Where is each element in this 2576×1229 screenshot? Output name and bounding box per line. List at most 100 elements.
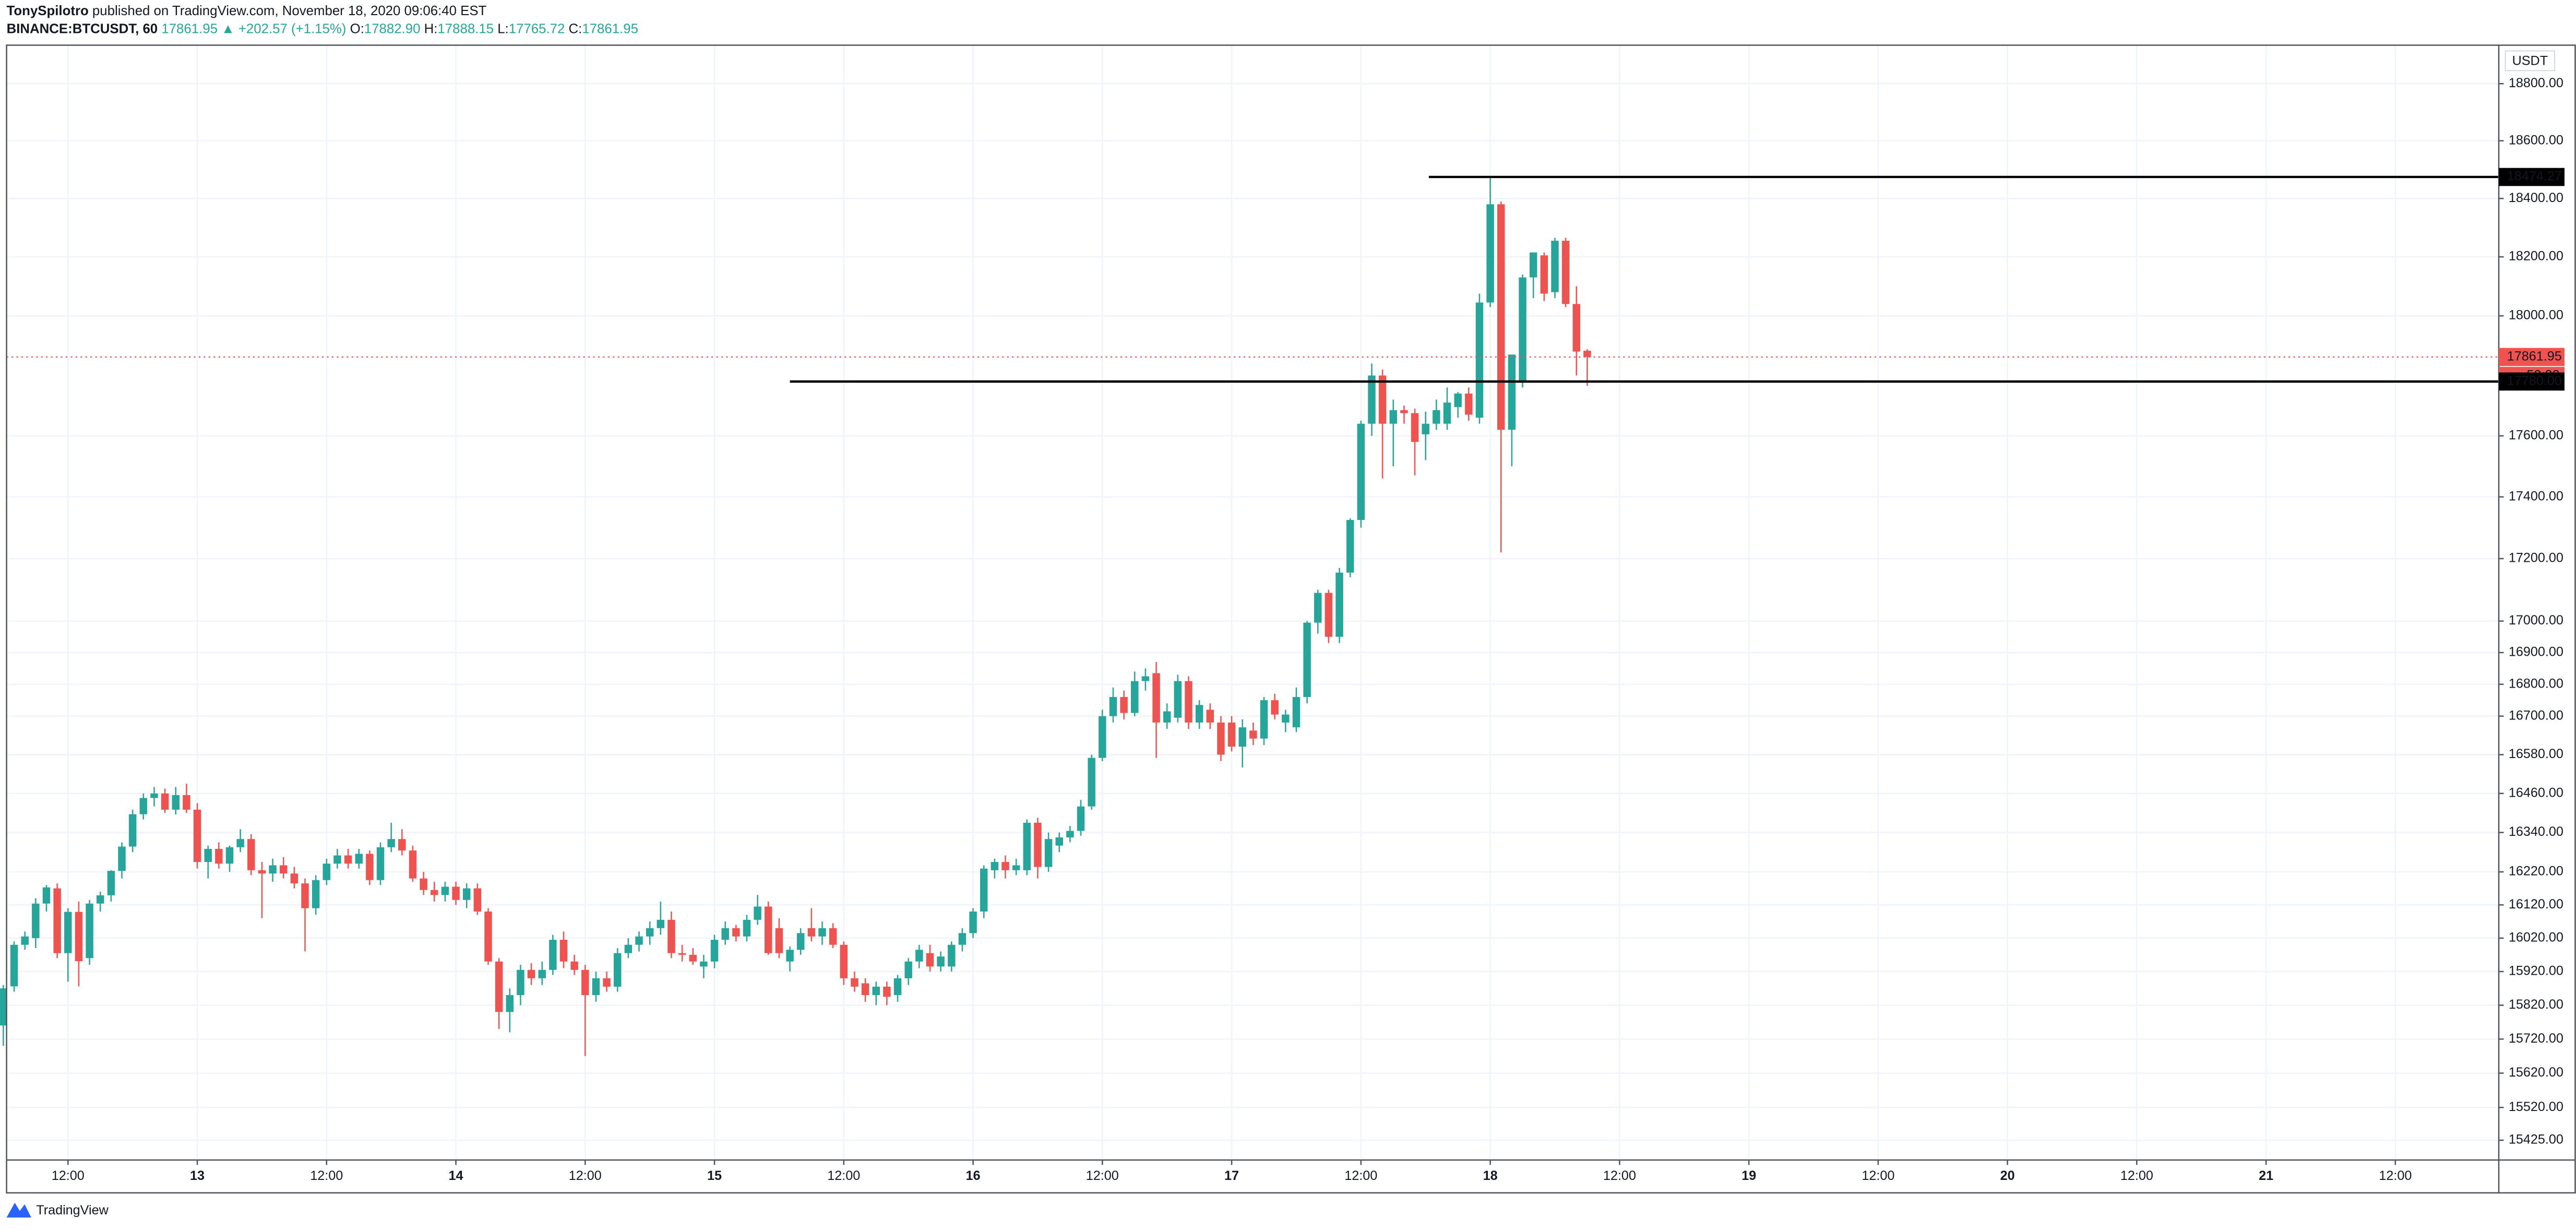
candle-body xyxy=(1152,673,1160,723)
candle-body xyxy=(139,798,148,814)
candle-body xyxy=(441,887,449,895)
ohlc-label: O: xyxy=(350,21,364,36)
candle-body xyxy=(21,936,29,945)
candle-body xyxy=(829,928,837,945)
x-tick-label: 12:00 xyxy=(569,1168,602,1183)
x-tick-label: 18 xyxy=(1483,1168,1498,1183)
candle-body xyxy=(495,961,503,1012)
candle-body xyxy=(1109,696,1117,716)
candle-body xyxy=(1077,806,1085,831)
ohlc-label: H: xyxy=(424,21,438,36)
unit-label: USDT xyxy=(2512,54,2548,68)
candle-body xyxy=(1389,410,1397,424)
header-line-1: TonySpilotro published on TradingView.co… xyxy=(7,4,487,18)
candle-body xyxy=(366,854,374,880)
y-tick-label: 16340.00 xyxy=(2509,824,2563,839)
candle-body xyxy=(258,870,266,874)
candle-body xyxy=(754,906,761,920)
candle-body xyxy=(452,887,460,900)
candle-body xyxy=(765,906,772,953)
candle-body xyxy=(1034,822,1042,867)
ohlc-value: 17882.90 xyxy=(364,21,421,36)
y-tick-label: 16700.00 xyxy=(2509,708,2563,723)
candle-body xyxy=(1475,302,1484,418)
y-tick-label: 18000.00 xyxy=(2509,308,2563,323)
candle-body xyxy=(517,970,524,995)
price-line-label: 17780.00 xyxy=(2507,373,2562,388)
y-tick-label: 18800.00 xyxy=(2509,76,2563,90)
x-tick-label: 17 xyxy=(1224,1168,1239,1183)
candle-body xyxy=(32,903,40,938)
candle-body xyxy=(1206,710,1214,723)
candle-body xyxy=(1433,410,1440,424)
candle-body xyxy=(1066,831,1074,837)
candle-body xyxy=(1422,423,1429,434)
candle-body xyxy=(1497,204,1505,430)
candle-body xyxy=(646,928,654,937)
candle-body xyxy=(667,919,675,953)
y-tick-label: 15620.00 xyxy=(2509,1065,2563,1080)
candle-body xyxy=(118,846,126,871)
candle-body xyxy=(851,978,858,987)
candle-body xyxy=(10,944,18,987)
candle-body xyxy=(86,903,93,959)
candle-body xyxy=(1508,354,1516,430)
last-price-box xyxy=(2499,348,2565,367)
candle-body xyxy=(581,970,589,995)
candle-body xyxy=(1486,204,1494,303)
candle-body xyxy=(786,950,794,962)
y-tick-label: 15820.00 xyxy=(2509,997,2563,1012)
y-tick-label: 16460.00 xyxy=(2509,785,2563,800)
candle-body xyxy=(0,988,7,1026)
ohlc-value: 17888.15 xyxy=(437,21,494,36)
candle-body xyxy=(42,887,51,904)
y-tick-label: 15425.00 xyxy=(2509,1132,2563,1147)
x-tick-label: 13 xyxy=(190,1168,205,1183)
ohlc-value: 17765.72 xyxy=(509,21,565,36)
candle-body xyxy=(1260,700,1268,739)
candle-body xyxy=(991,862,999,870)
candle-body xyxy=(1023,822,1031,870)
candle-body xyxy=(1465,393,1473,415)
y-tick-label: 15520.00 xyxy=(2509,1100,2563,1114)
candle-body xyxy=(1012,865,1020,870)
candle-body xyxy=(1271,700,1279,715)
y-tick-label: 15920.00 xyxy=(2509,964,2563,978)
candle-body xyxy=(1282,714,1290,723)
y-tick-label: 18400.00 xyxy=(2509,191,2563,205)
candle-body xyxy=(948,944,956,967)
candle-body xyxy=(1314,593,1322,623)
symbol: BINANCE:BTCUSDT, 60 xyxy=(7,21,158,36)
candle-body xyxy=(506,995,514,1012)
candle-body xyxy=(53,888,61,953)
y-tick-label: 16020.00 xyxy=(2509,930,2563,945)
candle-body xyxy=(1120,696,1128,713)
candle-body xyxy=(290,873,299,884)
candle-body xyxy=(678,953,686,955)
candle-body xyxy=(796,933,805,950)
candle-body xyxy=(150,793,158,798)
candle-body xyxy=(473,888,482,912)
candle-body xyxy=(236,839,244,847)
candle-body xyxy=(1217,722,1225,755)
candle-body xyxy=(549,940,557,970)
candle-body xyxy=(570,961,578,970)
y-tick-label: 15720.00 xyxy=(2509,1031,2563,1046)
y-tick-label: 17600.00 xyxy=(2509,428,2563,442)
unit-box xyxy=(2505,50,2556,72)
x-tick-label: 12:00 xyxy=(1862,1168,1894,1183)
candle-body xyxy=(1368,375,1376,424)
candle-body xyxy=(1141,676,1150,681)
x-tick-label: 15 xyxy=(707,1168,722,1183)
candle-body xyxy=(64,912,72,953)
candle-body xyxy=(926,953,934,967)
logo-icon xyxy=(6,1202,31,1218)
candle-body xyxy=(484,911,492,962)
candle-body xyxy=(807,928,816,937)
candle-body xyxy=(1335,572,1343,637)
price-line-label: 18474.27 xyxy=(2507,169,2562,184)
candle-body xyxy=(128,814,137,847)
